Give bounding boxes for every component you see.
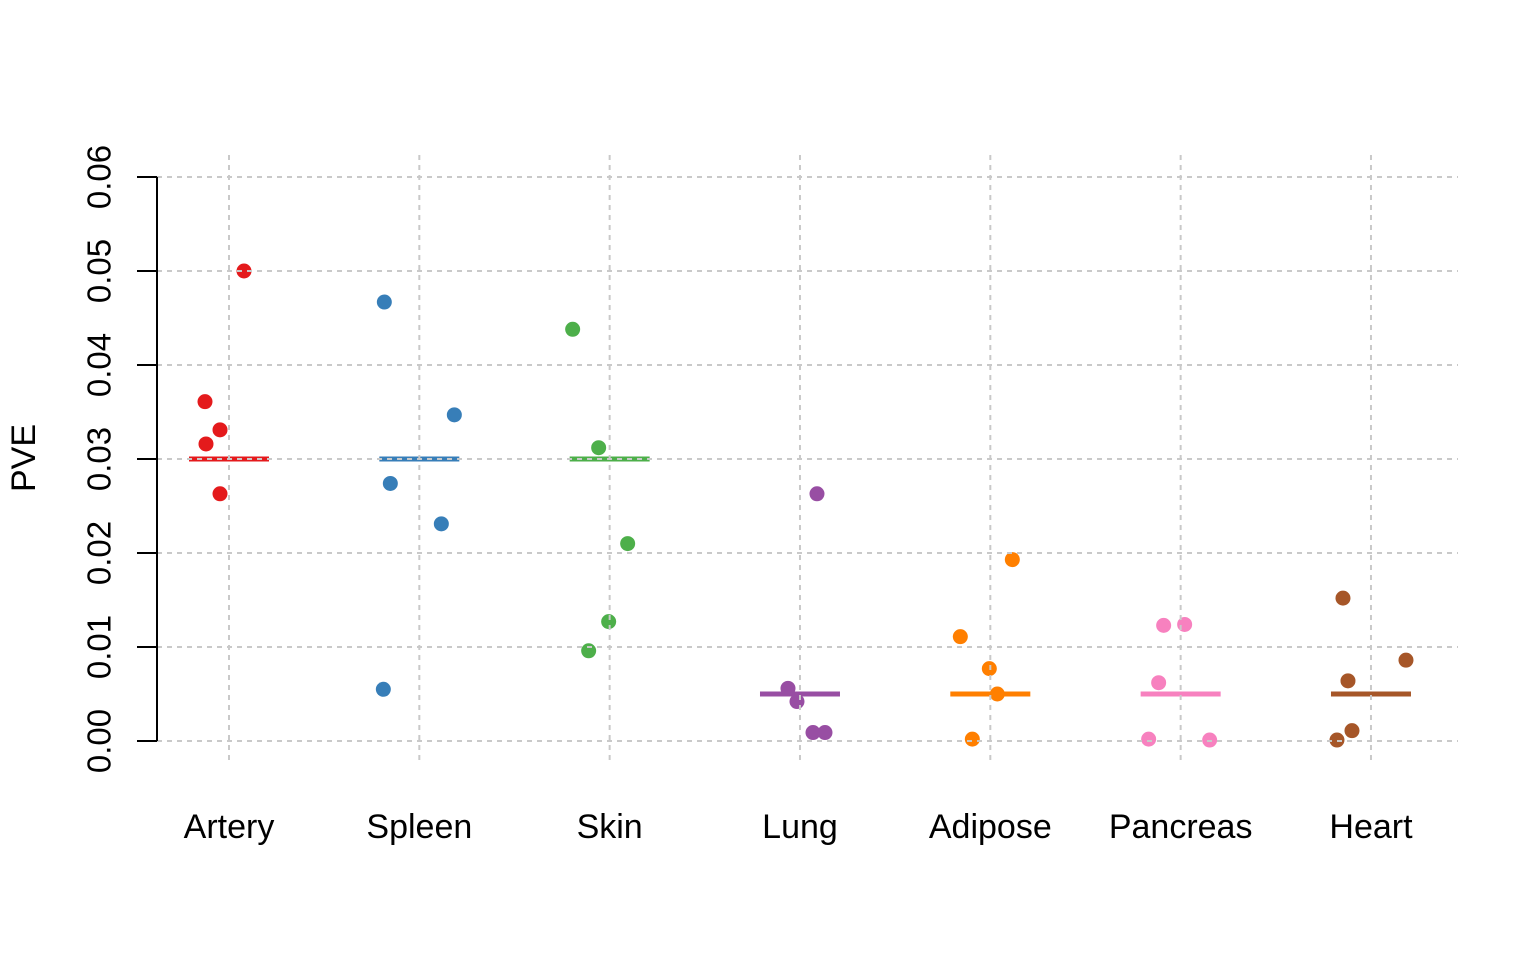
text-layer: 0.00 0.01 0.02 0.03 0.04 0.05 0.06 PVE Artery Spl…	[5, 145, 1413, 846]
series-group-heart	[1329, 590, 1414, 748]
data-point	[212, 422, 228, 438]
data-point	[1177, 616, 1193, 632]
y-axis-title: PVE	[5, 424, 43, 492]
series-group-adipose	[950, 552, 1031, 747]
data-point	[591, 440, 607, 456]
data-point	[375, 681, 391, 697]
y-tick-label: 0.05	[81, 239, 118, 303]
data-point	[581, 643, 597, 659]
y-tick-label: 0.00	[81, 709, 118, 773]
data-point	[1151, 675, 1167, 691]
data-point	[1335, 590, 1351, 606]
data-point	[433, 516, 449, 532]
data-point	[620, 536, 636, 552]
data-point	[1398, 652, 1414, 668]
series-layer	[189, 263, 1414, 748]
category-label: Spleen	[366, 808, 472, 846]
data-point	[1141, 731, 1157, 747]
data-point	[236, 263, 252, 279]
category-label: Adipose	[929, 808, 1052, 846]
category-label: Lung	[762, 808, 838, 846]
data-point	[817, 725, 833, 741]
data-point	[805, 725, 821, 741]
data-point	[1344, 723, 1360, 739]
data-point	[212, 486, 228, 502]
grid-layer	[157, 155, 1458, 762]
data-point	[565, 321, 581, 337]
y-tick-label: 0.06	[81, 145, 118, 209]
data-point	[382, 475, 398, 491]
data-point	[964, 731, 980, 747]
data-point	[809, 486, 825, 502]
data-point	[376, 294, 392, 310]
y-tick-label: 0.01	[81, 615, 118, 679]
data-point	[789, 694, 805, 710]
data-point	[601, 614, 617, 630]
data-point	[952, 629, 968, 645]
category-label: Pancreas	[1109, 808, 1253, 846]
data-point	[1004, 552, 1020, 568]
data-point	[1340, 673, 1356, 689]
data-point	[780, 680, 796, 696]
data-point	[198, 436, 214, 452]
data-point	[446, 407, 462, 423]
category-label: Skin	[577, 808, 643, 846]
y-tick-label: 0.04	[81, 333, 118, 397]
series-group-lung	[759, 486, 840, 741]
category-label: Heart	[1329, 808, 1413, 846]
axis-layer	[137, 176, 158, 742]
data-point	[1329, 732, 1345, 748]
series-group-skin	[565, 321, 650, 659]
y-tick-label: 0.03	[81, 427, 118, 491]
data-point	[1156, 617, 1172, 633]
data-point	[989, 686, 1005, 702]
data-point	[197, 394, 213, 410]
y-tick-label: 0.02	[81, 521, 118, 585]
category-label: Artery	[184, 808, 275, 846]
